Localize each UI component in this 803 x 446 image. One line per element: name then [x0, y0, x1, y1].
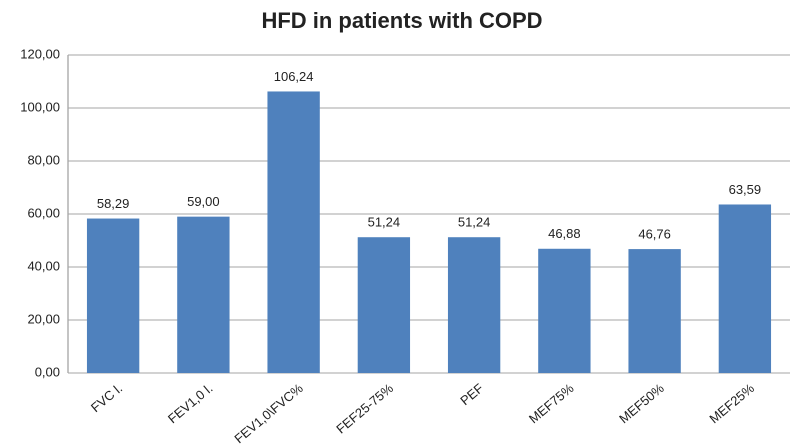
value-label: 51,24 [368, 215, 401, 230]
value-label: 58,29 [97, 196, 130, 211]
y-tick-label: 100,00 [20, 99, 60, 114]
x-tick-label: FEV1,0\FVC% [231, 380, 306, 446]
y-tick-label: 0,00 [35, 364, 60, 379]
bar [447, 237, 501, 373]
value-label: 106,24 [274, 69, 314, 84]
bar [86, 218, 140, 373]
value-label: 63,59 [729, 182, 762, 197]
bar [267, 91, 320, 374]
bar [357, 237, 411, 373]
value-label: 46,76 [638, 227, 671, 242]
y-tick-label: 60,00 [27, 205, 60, 220]
chart-title: HFD in patients with COPD [261, 8, 542, 33]
value-label: 46,88 [548, 226, 581, 241]
x-tick-label: FVC l. [88, 380, 125, 415]
x-tick-label: PEF [457, 380, 486, 408]
x-tick-label: FEV1,0 l. [165, 380, 216, 426]
x-tick-label: MEF75% [526, 380, 577, 426]
y-tick-label: 120,00 [20, 46, 60, 61]
bar [538, 248, 591, 373]
x-tick-label: MEF25% [706, 380, 757, 426]
y-tick-label: 20,00 [27, 311, 60, 326]
y-tick-label: 80,00 [27, 152, 60, 167]
bar [628, 249, 681, 373]
value-label: 51,24 [458, 215, 491, 230]
y-tick-label: 40,00 [27, 258, 60, 273]
value-label: 59,00 [187, 194, 220, 209]
x-tick-label: MEF50% [616, 380, 667, 426]
x-tick-label: FEF25-75% [333, 380, 396, 436]
bar [718, 204, 772, 373]
bar [177, 216, 230, 373]
